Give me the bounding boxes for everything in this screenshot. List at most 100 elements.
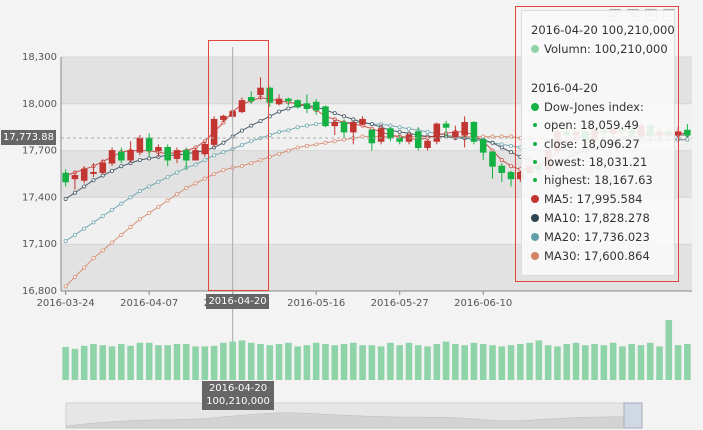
ma30-point	[147, 210, 152, 215]
volume-bar	[266, 345, 274, 380]
ma20-point	[685, 137, 690, 142]
ma10-point	[110, 168, 115, 173]
ma30-point	[239, 164, 244, 169]
ma20-point	[221, 150, 226, 155]
ma10-point	[490, 140, 495, 145]
ma30-point	[100, 248, 105, 253]
ma10-point	[137, 157, 142, 162]
volume-bar	[591, 344, 598, 380]
candle-up	[275, 98, 283, 105]
ma20-point	[388, 123, 393, 128]
ma20-point	[128, 195, 133, 200]
volume-bar	[118, 344, 125, 380]
ma20-point	[63, 239, 68, 244]
ma5-point	[499, 157, 504, 162]
ma30-point	[267, 154, 272, 159]
ma10-point	[332, 111, 337, 116]
ma20-point	[110, 207, 115, 212]
candle-up	[80, 168, 88, 181]
tooltip-volume-header: 2016-04-20 100,210,000	[531, 23, 675, 37]
volume-bar	[470, 342, 478, 380]
candle-down	[294, 100, 301, 108]
candle-up	[99, 162, 107, 173]
candle-up	[331, 122, 339, 127]
ma20-point	[165, 175, 170, 180]
ma20-point	[509, 143, 514, 148]
volume-bar	[414, 345, 422, 380]
candle-up	[350, 122, 357, 133]
tooltip-lowest-row: lowest: 18,031.21	[531, 155, 647, 169]
ma20-point	[174, 170, 179, 175]
tooltip-ma10-row: MA10: 17,828.278	[531, 211, 650, 225]
y-tick-label: 17,400	[22, 192, 57, 203]
volume-bar	[628, 344, 635, 380]
candle-down	[498, 165, 506, 173]
volume-bar	[247, 342, 255, 380]
ma10-point	[91, 178, 96, 183]
tooltip-ma20: MA20: 17,736.023	[544, 230, 650, 244]
ma30-point	[82, 265, 87, 270]
ma30-point	[165, 198, 170, 203]
datazoom-preview	[65, 412, 643, 429]
volume-bar	[145, 342, 153, 380]
candle-up	[136, 137, 144, 153]
volume-bar	[322, 344, 329, 380]
y-tick-label: 17,100	[22, 239, 57, 250]
tooltip-open-row: open: 18,059.49	[531, 118, 639, 132]
candle-down	[322, 106, 329, 127]
ma30-point	[295, 145, 300, 150]
volume-bar	[210, 345, 218, 380]
volume-bar	[99, 345, 107, 380]
series-dot-icon	[531, 102, 539, 111]
crosshair-x-label: 2016-04-20	[206, 294, 269, 309]
volume-bar	[90, 344, 97, 380]
tooltip-ma10: MA10: 17,828.278	[544, 211, 650, 225]
volume-bar	[238, 340, 246, 380]
volume-bar	[155, 345, 162, 380]
candle-up	[71, 175, 79, 180]
tooltip-ma30-row: MA30: 17,600.864	[531, 249, 650, 263]
ma30-point	[63, 284, 68, 289]
volume-bar	[182, 344, 190, 380]
candle-down	[387, 128, 394, 139]
candle-up	[173, 150, 181, 159]
ma30-point	[249, 161, 254, 166]
volume-dot-icon	[531, 44, 539, 53]
candle-down	[489, 151, 496, 167]
tooltip-series-row: Dow-Jones index:	[531, 100, 644, 114]
open-dot-icon	[533, 122, 537, 127]
ma20-point	[286, 128, 291, 133]
volume-bar	[544, 345, 552, 380]
tooltip-volume-row: Volumn: 100,210,000	[531, 42, 668, 56]
volume-bar	[80, 345, 88, 380]
tooltip-series-name: Dow-Jones index:	[544, 100, 644, 114]
ma30-point	[332, 139, 337, 144]
volume-bar	[433, 344, 441, 380]
tooltip-ma20-row: MA20: 17,736.023	[531, 230, 650, 244]
volume-bar	[637, 345, 645, 380]
ma20-point	[212, 153, 217, 158]
ma20-dot-icon	[531, 232, 539, 241]
volume-bar	[164, 345, 171, 380]
ma20-point	[249, 139, 254, 144]
ma30-point	[91, 256, 96, 261]
volume-bar	[257, 344, 264, 380]
volume-bar	[656, 346, 663, 380]
ma30-point	[184, 186, 189, 191]
volume-bar	[229, 341, 236, 380]
ma10-point	[351, 117, 356, 122]
ma20-point	[82, 226, 87, 231]
volume-crosshair-label: 2016-04-20 100,210,000	[202, 381, 274, 410]
volume-bar	[554, 346, 561, 380]
ma30-point	[277, 151, 282, 156]
ma30-point	[258, 157, 263, 162]
ma10-point	[277, 109, 282, 114]
ma30-point	[490, 134, 495, 139]
ma10-point	[147, 156, 152, 161]
candle-up	[220, 115, 227, 120]
volume-bar	[192, 346, 199, 380]
x-tick-label: 2016-05-27	[371, 298, 429, 309]
volume-bar	[350, 342, 357, 380]
x-tick-label: 2016-05-16	[287, 298, 345, 309]
